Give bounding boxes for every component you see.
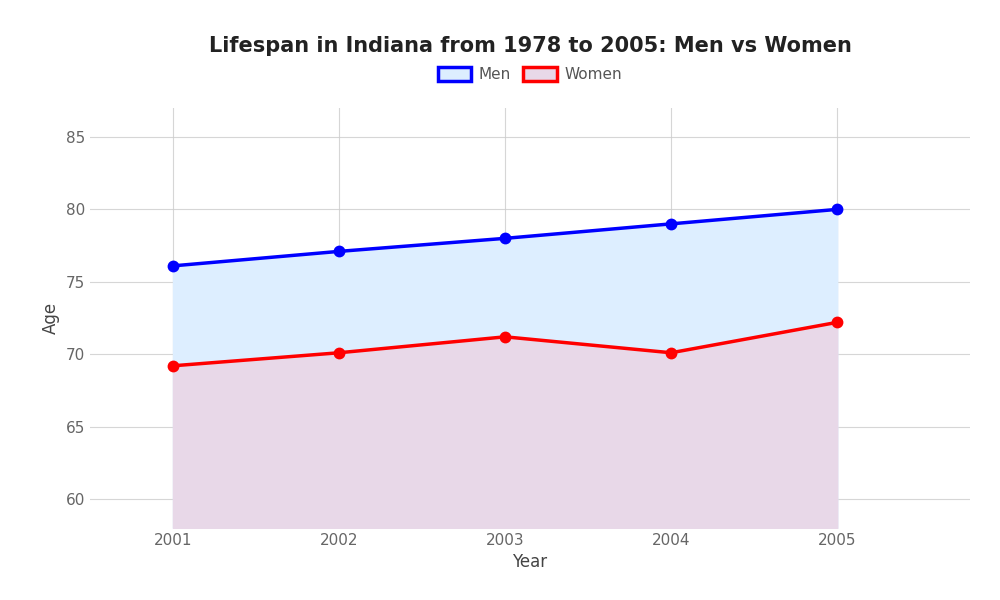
Y-axis label: Age: Age xyxy=(42,302,60,334)
Legend: Men, Women: Men, Women xyxy=(432,61,628,88)
X-axis label: Year: Year xyxy=(512,553,548,571)
Title: Lifespan in Indiana from 1978 to 2005: Men vs Women: Lifespan in Indiana from 1978 to 2005: M… xyxy=(209,37,851,56)
